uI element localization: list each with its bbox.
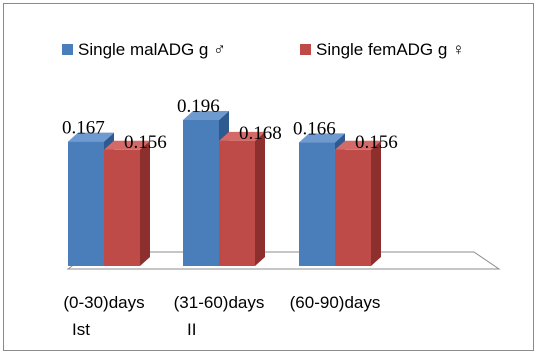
legend-swatch-1 — [62, 44, 73, 55]
bar-top — [68, 132, 114, 142]
bar-front — [219, 140, 255, 266]
data-label-female-3: 0.156 — [355, 132, 398, 153]
bar-front — [335, 149, 371, 266]
category-label-1: (0-30)days — [63, 293, 144, 312]
legend-label-2: Single femADG g ♀ — [316, 40, 465, 59]
legend-swatch-2 — [300, 44, 311, 55]
bar-top — [104, 140, 150, 150]
bar-female-1 — [104, 140, 150, 266]
bar-top — [183, 111, 229, 120]
category-label-3: (60-90)days — [290, 293, 381, 312]
bar-chart: Single malADG g ♂ Single femADG g ♀ 0.167… — [62, 40, 501, 339]
bar-female-2 — [219, 131, 265, 266]
bar-side — [255, 131, 265, 266]
bar-side — [140, 140, 150, 266]
bar-front — [299, 142, 335, 266]
bar-front — [104, 149, 140, 266]
data-label-female-1: 0.156 — [124, 132, 167, 153]
category-sublabel-2: II — [187, 320, 196, 339]
bar-front — [183, 120, 219, 266]
category-labels-group: (0-30)days Ist (31-60)days II (60-90)days — [63, 293, 380, 339]
data-label-male-2: 0.196 — [177, 96, 220, 117]
bars-group — [68, 111, 381, 266]
bar-top — [335, 140, 381, 150]
category-label-2: (31-60)days — [174, 293, 265, 312]
data-labels-group: 0.167 0.156 0.196 0.168 0.166 0.156 — [62, 96, 398, 153]
category-sublabel-1: Ist — [72, 320, 90, 339]
legend: Single malADG g ♂ Single femADG g ♀ — [62, 40, 465, 59]
legend-label-1: Single malADG g ♂ — [78, 40, 226, 59]
bar-female-3 — [335, 140, 381, 266]
data-label-male-1: 0.167 — [62, 118, 105, 139]
bar-top — [299, 133, 345, 143]
bar-top — [219, 131, 265, 141]
bar-side — [371, 140, 381, 266]
bar-front — [68, 141, 104, 266]
data-label-female-2: 0.168 — [239, 123, 282, 144]
data-label-male-3: 0.166 — [293, 118, 336, 139]
chart-frame: Single malADG g ♂ Single femADG g ♀ 0.167… — [3, 3, 534, 351]
